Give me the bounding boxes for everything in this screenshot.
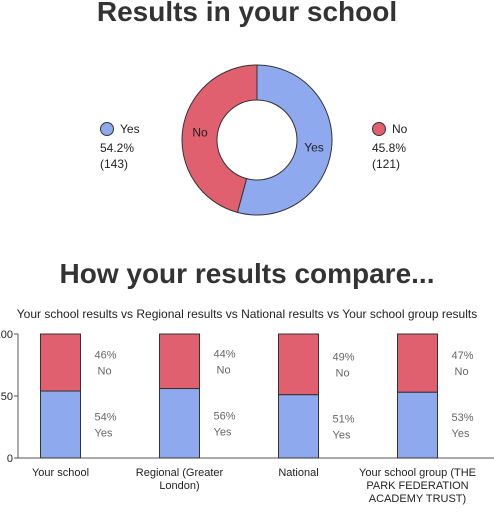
- bar-yes-2: [278, 394, 319, 459]
- data-label-yes-percent: 56%: [214, 410, 236, 422]
- data-label-no-percent: 44%: [214, 348, 236, 360]
- compare-title: How your results compare...: [59, 258, 435, 289]
- bar-no-3: [397, 333, 438, 393]
- x-tick-label-line: London): [159, 480, 199, 492]
- x-tick-label: Your school: [32, 467, 89, 479]
- data-label-yes-name: Yes: [333, 429, 351, 441]
- donut-slice-label-yes: Yes: [304, 141, 324, 155]
- data-label-no-name: No: [217, 364, 231, 376]
- data-label-no-percent: 47%: [452, 350, 474, 362]
- x-tick-label-line: Regional (Greater: [136, 467, 224, 479]
- x-tick-label-line: ACADEMY TRUST): [369, 493, 466, 505]
- data-label-yes-name: Yes: [95, 428, 113, 440]
- data-label-yes-percent: 53%: [452, 412, 474, 424]
- data-label-no-percent: 49%: [333, 351, 355, 363]
- bar-no-1: [159, 333, 200, 390]
- compare-subtitle: Your school results vs Regional results …: [16, 307, 478, 321]
- y-tick-label: 50: [1, 391, 13, 403]
- x-tick-label: Your school group (THE PARK FEDERATION ACA…: [359, 467, 476, 505]
- legend-no: No 45.8% (121): [372, 121, 407, 172]
- x-tick-label-line: Your school group (THE: [359, 467, 476, 479]
- legend-no-count: (121): [372, 157, 401, 171]
- data-label-yes-percent: 54%: [95, 412, 117, 424]
- y-tick-label: 100: [0, 329, 13, 341]
- bar-no-2: [278, 333, 319, 396]
- bar-yes-0: [40, 390, 81, 459]
- bar-no-0: [40, 333, 81, 392]
- data-label-no-name: No: [455, 366, 469, 378]
- legend-no-swatch-icon: [372, 122, 386, 136]
- x-tick-label: Regional (Greater London): [136, 467, 224, 492]
- donut-slice-label-no: No: [192, 125, 208, 139]
- legend-yes-label: Yes: [120, 122, 140, 136]
- x-tick-label: National: [278, 467, 318, 479]
- data-label-no-name: No: [98, 366, 112, 378]
- data-label-no-name: No: [336, 367, 350, 379]
- data-label-yes-name: Yes: [452, 428, 470, 440]
- bar-yes-3: [397, 391, 438, 459]
- legend-no-label: No: [392, 122, 408, 136]
- y-tick-label: 0: [7, 453, 13, 465]
- bar-yes-1: [159, 388, 200, 459]
- legend-yes-swatch-icon: [100, 122, 114, 136]
- x-tick-label-line: Your school: [32, 467, 89, 479]
- legend-no-percent: 45.8%: [372, 141, 407, 155]
- data-label-yes-name: Yes: [214, 426, 232, 438]
- donut-slice-yes: [236, 64, 333, 216]
- legend-yes: Yes 54.2% (143): [100, 121, 140, 172]
- donut-chart-title: Results in your school: [96, 0, 398, 27]
- legend-yes-percent: 54.2%: [100, 141, 135, 155]
- x-tick-label-line: National: [278, 467, 318, 479]
- data-label-no-percent: 46%: [95, 350, 117, 362]
- data-label-yes-percent: 51%: [333, 413, 355, 425]
- x-tick-label-line: PARK FEDERATION: [366, 480, 468, 492]
- legend-yes-count: (143): [100, 157, 129, 171]
- donut-slice-no: [181, 64, 258, 214]
